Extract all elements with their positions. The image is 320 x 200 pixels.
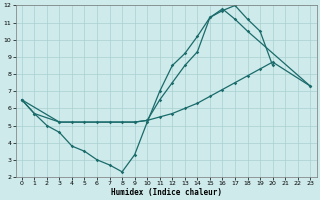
X-axis label: Humidex (Indice chaleur): Humidex (Indice chaleur) xyxy=(110,188,221,197)
